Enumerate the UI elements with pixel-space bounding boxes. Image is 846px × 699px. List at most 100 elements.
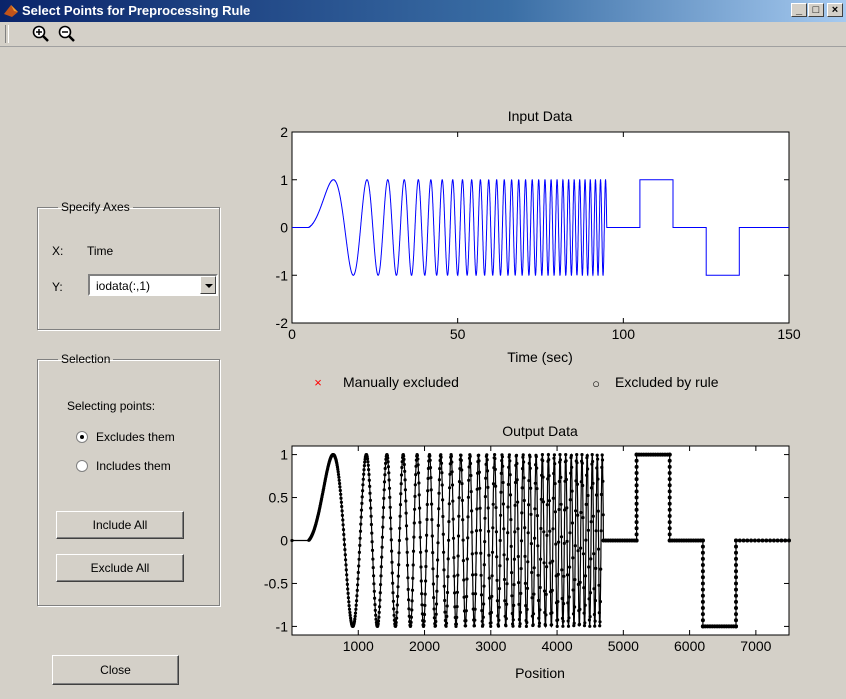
output-data-point[interactable] [515, 461, 519, 466]
output-data-point[interactable] [462, 578, 466, 582]
output-data-point[interactable] [404, 524, 409, 528]
output-data-point[interactable] [734, 593, 738, 598]
output-data-point[interactable] [505, 582, 509, 586]
output-data-point[interactable] [490, 574, 494, 578]
output-data-point[interactable] [477, 470, 481, 474]
output-data-point[interactable] [503, 599, 507, 603]
output-data-point[interactable] [586, 467, 590, 471]
output-data-point[interactable] [567, 616, 571, 620]
output-data-point[interactable] [343, 548, 347, 552]
output-data-point[interactable] [358, 543, 362, 548]
output-data-point[interactable] [336, 467, 340, 471]
output-data-point[interactable] [347, 600, 351, 604]
output-data-point[interactable] [520, 467, 525, 471]
output-data-point[interactable] [373, 608, 377, 612]
output-data-point[interactable] [545, 533, 549, 538]
output-data-point[interactable] [734, 581, 738, 586]
output-data-point[interactable] [518, 610, 523, 615]
output-data-point[interactable] [667, 458, 672, 463]
output-data-point[interactable] [573, 578, 577, 582]
output-data-point[interactable] [380, 545, 384, 549]
output-data-point[interactable] [390, 571, 394, 575]
output-data-point[interactable] [387, 486, 392, 490]
output-data-point[interactable] [508, 473, 512, 477]
output-data-point[interactable] [432, 596, 436, 600]
output-data-point[interactable] [451, 536, 456, 540]
output-data-point[interactable] [444, 621, 449, 625]
output-data-point[interactable] [439, 461, 444, 465]
output-data-point[interactable] [467, 465, 471, 469]
output-data-point[interactable] [398, 503, 403, 507]
output-data-point[interactable] [667, 507, 672, 512]
output-data-point[interactable] [541, 475, 545, 479]
output-data-point[interactable] [373, 603, 377, 607]
output-data-point[interactable] [382, 488, 386, 492]
output-data-point[interactable] [372, 574, 376, 578]
output-data-point[interactable] [500, 455, 504, 459]
output-data-point[interactable] [595, 466, 599, 470]
output-data-point[interactable] [341, 518, 345, 522]
output-data-point[interactable] [484, 476, 488, 480]
output-data-point[interactable] [525, 586, 530, 591]
output-data-point[interactable] [482, 563, 486, 567]
output-data-point[interactable] [752, 538, 757, 543]
output-data-point[interactable] [547, 474, 551, 478]
output-data-point[interactable] [519, 591, 523, 596]
output-data-point[interactable] [487, 529, 491, 533]
output-data-point[interactable] [558, 453, 562, 457]
output-data-point[interactable] [583, 621, 587, 625]
output-data-point[interactable] [667, 452, 672, 457]
output-data-point[interactable] [405, 563, 410, 567]
output-data-point[interactable] [734, 599, 738, 604]
output-data-point[interactable] [565, 506, 569, 510]
output-data-point[interactable] [368, 484, 372, 488]
output-data-point[interactable] [634, 464, 639, 469]
output-data-point[interactable] [568, 531, 572, 535]
output-data-point[interactable] [508, 493, 513, 497]
output-data-point[interactable] [399, 492, 403, 496]
output-data-point[interactable] [391, 581, 395, 585]
output-data-point[interactable] [336, 470, 340, 474]
output-data-point[interactable] [576, 513, 580, 517]
output-data-point[interactable] [469, 473, 473, 478]
output-data-point[interactable] [398, 514, 402, 518]
output-data-point[interactable] [538, 608, 542, 612]
output-data-point[interactable] [371, 566, 375, 570]
output-data-point[interactable] [353, 611, 358, 615]
output-data-point[interactable] [499, 471, 503, 475]
output-data-point[interactable] [347, 607, 352, 611]
output-data-point[interactable] [548, 561, 552, 565]
output-data-point[interactable] [367, 472, 371, 477]
output-data-point[interactable] [337, 478, 341, 482]
output-data-point[interactable] [495, 555, 499, 559]
maximize-button[interactable]: □ [808, 3, 824, 17]
output-data-point[interactable] [471, 573, 475, 577]
output-data-point[interactable] [359, 515, 363, 519]
output-data-point[interactable] [357, 557, 361, 561]
output-data-point[interactable] [572, 621, 576, 625]
output-data-point[interactable] [547, 458, 551, 462]
output-data-point[interactable] [518, 624, 522, 628]
output-data-point[interactable] [358, 529, 363, 533]
output-data-point[interactable] [591, 481, 595, 485]
output-data-point[interactable] [501, 480, 505, 485]
output-data-point[interactable] [481, 623, 485, 627]
output-data-point[interactable] [366, 460, 370, 464]
output-data-point[interactable] [589, 520, 593, 524]
output-data-point[interactable] [339, 496, 343, 500]
output-data-point[interactable] [362, 464, 366, 468]
output-data-point[interactable] [437, 507, 441, 511]
output-data-point[interactable] [474, 551, 478, 555]
output-data-point[interactable] [426, 489, 430, 493]
output-data-point[interactable] [359, 508, 364, 512]
output-data-point[interactable] [425, 533, 429, 537]
output-data-point[interactable] [634, 483, 639, 488]
output-data-point[interactable] [434, 612, 438, 616]
output-data-point[interactable] [634, 520, 639, 525]
output-data-point[interactable] [409, 623, 413, 628]
output-data-point[interactable] [450, 483, 455, 487]
output-data-point[interactable] [487, 576, 491, 580]
output-data-point[interactable] [554, 542, 558, 546]
output-data-point[interactable] [466, 536, 470, 540]
close-button[interactable]: Close [52, 655, 179, 685]
